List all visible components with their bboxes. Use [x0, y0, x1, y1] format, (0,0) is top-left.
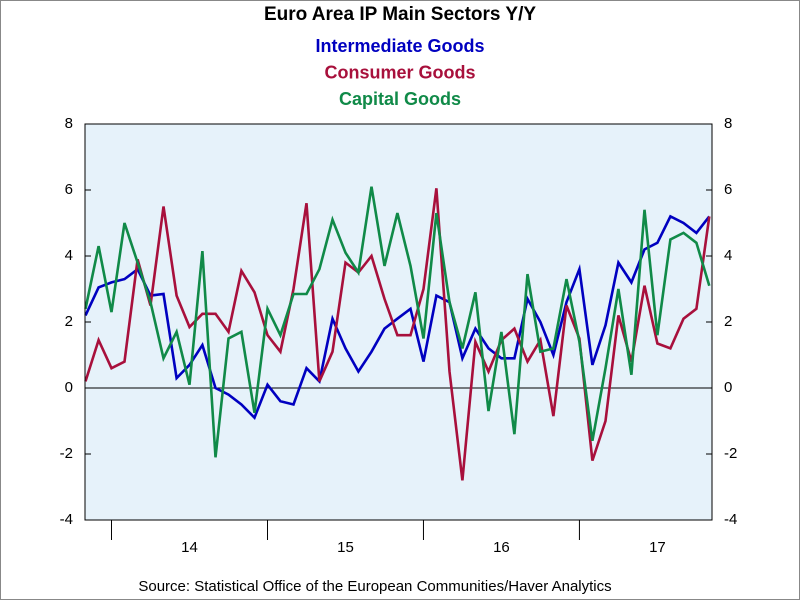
source-note: Source: Statistical Office of the Europe…: [138, 578, 611, 595]
series-line: [84, 214, 711, 421]
y-tick-label: 2: [65, 313, 73, 330]
x-tick-label: 16: [493, 539, 510, 556]
chart-title: Euro Area IP Main Sectors Y/Y: [264, 4, 536, 25]
x-tick-label: 14: [181, 539, 198, 556]
y2-tick-label: 6: [724, 181, 732, 198]
legend-entry: Consumer Goods: [324, 62, 475, 82]
y2-tick-label: 0: [724, 379, 732, 396]
y2-tick-label: -4: [724, 511, 737, 528]
y-tick-label: 0: [65, 379, 73, 396]
legend-entry: Capital Goods: [339, 89, 461, 109]
y2-tick-label: -2: [724, 445, 737, 462]
y-tick-label: 8: [65, 115, 73, 132]
y2-tick-label: 8: [724, 115, 732, 132]
plot-frame: [84, 123, 713, 521]
y2-tick-label: 4: [724, 247, 732, 264]
y-tick-label: 4: [65, 247, 73, 264]
legend-entry: Intermediate Goods: [315, 36, 484, 56]
x-tick-label: 15: [337, 539, 354, 556]
x-tick-label: 17: [649, 539, 666, 556]
y2-tick-label: 2: [724, 313, 732, 330]
y-tick-label: 6: [65, 181, 73, 198]
y-tick-label: -2: [60, 445, 73, 462]
y-tick-label: -4: [60, 511, 73, 528]
series-line: [84, 188, 711, 481]
series-line: [84, 186, 711, 458]
